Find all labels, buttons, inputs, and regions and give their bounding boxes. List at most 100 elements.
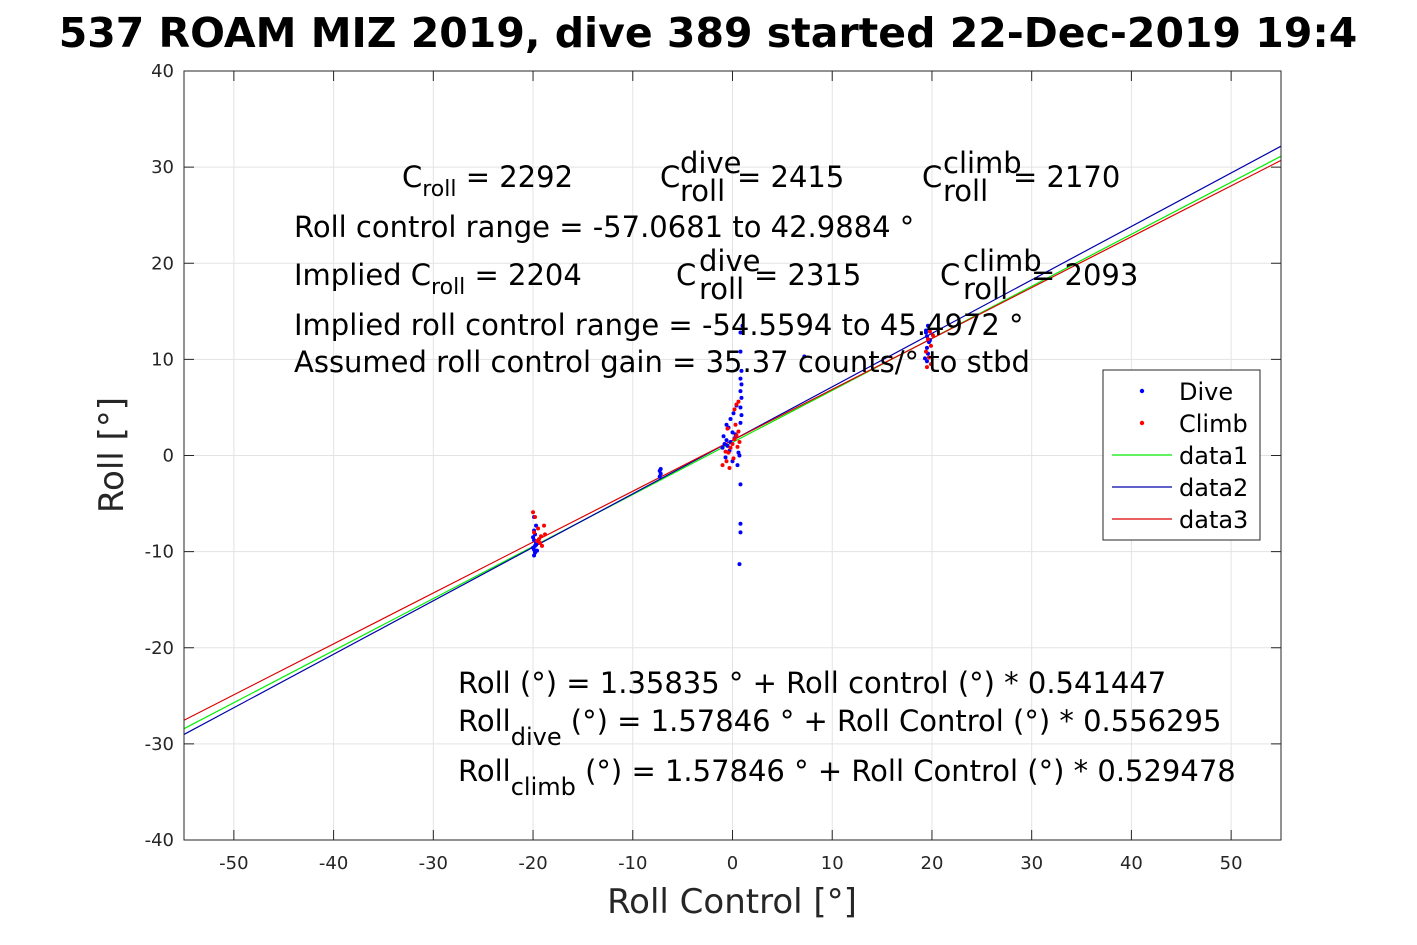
x-tick-labels: -50 -40 -30 -20 -10 0 10 20 30 40 50 [219, 853, 1242, 874]
point-climb [531, 510, 536, 515]
point-dive [738, 482, 743, 487]
point-climb [543, 532, 548, 537]
point-climb [723, 449, 728, 454]
legend-item-dive: Dive [1139, 378, 1233, 406]
y-tick-labels: -40 -30 -20 -10 0 10 20 30 40 [145, 61, 174, 851]
y-tick-label: 20 [151, 253, 174, 274]
point-dive [738, 420, 743, 425]
implied-c-roll-climb-sub: roll [963, 272, 1008, 306]
y-tick-label: -30 [145, 734, 174, 755]
roll-control-range-annotation: Roll control range = -57.0681 to 42.9884… [294, 210, 914, 244]
point-dive [725, 443, 730, 448]
implied-c-roll-climb-value: = 2093 [1031, 258, 1138, 292]
point-dive [738, 330, 743, 335]
point-dive [739, 368, 744, 373]
c-roll-climb-sup: climb [943, 146, 1022, 180]
point-climb [734, 433, 739, 438]
fit-dive-annotation: Rolldive (°) = 1.57846 ° + Roll Control … [458, 704, 1221, 751]
legend-item-data2: data2 [1112, 474, 1248, 502]
implied-calibration-row: Implied Croll = 2204 C dive roll = 2315 … [294, 244, 1138, 306]
point-climb [923, 349, 928, 354]
c-roll-dive-sup: dive [680, 146, 741, 180]
point-climb [732, 437, 737, 442]
x-tick-label: -30 [419, 853, 448, 874]
y-tick-label: 40 [151, 61, 174, 82]
x-tick-label: 40 [1120, 853, 1143, 874]
point-dive [735, 463, 740, 468]
point-dive [728, 416, 733, 421]
point-climb [737, 440, 742, 445]
c-roll-dive-value: = 2415 [737, 160, 844, 194]
point-dive [738, 349, 743, 354]
point-dive [721, 434, 726, 439]
point-dive [658, 466, 663, 471]
c-roll-dive-annotation: C [660, 160, 680, 194]
y-tick-label: 30 [151, 157, 174, 178]
point-climb [536, 526, 541, 531]
y-tick-label: 0 [163, 446, 174, 467]
point-climb [538, 540, 543, 545]
point-dive [531, 535, 536, 540]
point-climb [725, 426, 730, 431]
chart-title: 537 ROAM MIZ 2019, dive 389 started 22-D… [59, 9, 1358, 57]
x-tick-label: 20 [921, 853, 944, 874]
point-dive [738, 405, 743, 410]
y-tick-label: -40 [145, 830, 174, 851]
point-dive [730, 430, 735, 435]
x-tick-label: -10 [618, 853, 647, 874]
fit-climb-annotation: Rollclimb (°) = 1.57846 ° + Roll Control… [458, 754, 1236, 801]
legend-marker-dive [1139, 388, 1145, 394]
point-climb [730, 441, 735, 446]
legend-label-data1: data1 [1179, 442, 1248, 470]
point-dive [924, 345, 929, 350]
point-climb [924, 365, 929, 370]
implied-c-roll-climb-annotation: C [940, 258, 960, 292]
x-tick-label: 50 [1220, 853, 1243, 874]
legend-label-data2: data2 [1179, 474, 1248, 502]
point-dive [738, 376, 743, 381]
x-tick-label: -20 [518, 853, 547, 874]
point-climb [532, 530, 537, 535]
implied-c-roll-climb-sup: climb [963, 244, 1042, 278]
data-points [531, 323, 935, 567]
point-climb [928, 362, 933, 367]
point-dive [802, 354, 807, 359]
c-roll-dive-sub: roll [680, 174, 725, 208]
implied-c-roll-dive-sub: roll [699, 272, 744, 306]
x-tick-label: -50 [219, 853, 248, 874]
y-tick-label: -10 [145, 542, 174, 563]
implied-c-roll-annotation: Implied Croll = 2204 [294, 258, 582, 300]
point-climb [735, 444, 740, 449]
point-dive [720, 445, 725, 450]
point-dive [534, 523, 539, 528]
point-climb [727, 465, 732, 470]
point-dive [738, 521, 743, 526]
c-roll-climb-value: = 2170 [1013, 160, 1120, 194]
legend-item-climb: Climb [1139, 410, 1248, 438]
point-climb [724, 459, 729, 464]
x-tick-label: 10 [821, 853, 844, 874]
series-line-data3 [183, 159, 1282, 721]
point-dive [738, 530, 743, 535]
point-climb [736, 429, 741, 434]
point-climb [542, 523, 547, 528]
x-tick-label: 30 [1020, 853, 1043, 874]
implied-c-roll-dive-annotation: C [676, 258, 696, 292]
implied-c-roll-dive-value: = 2315 [754, 258, 861, 292]
gain-annotation: Assumed roll control gain = 35.37 counts… [294, 345, 1030, 379]
calibration-row: Croll = 2292 C dive roll = 2415 C climb … [402, 146, 1120, 208]
point-dive [722, 441, 727, 446]
legend: Dive Climb data1 data2 data3 [1102, 369, 1261, 541]
c-roll-climb-sub: roll [943, 174, 988, 208]
point-dive [924, 359, 929, 364]
point-climb [733, 422, 738, 427]
tick-marks [184, 70, 1281, 841]
point-climb [731, 456, 736, 461]
point-dive [922, 356, 927, 361]
point-dive [731, 411, 736, 416]
c-roll-annotation: Croll = 2292 [402, 160, 573, 202]
point-climb [926, 355, 931, 360]
point-climb [928, 343, 933, 348]
point-climb [540, 543, 545, 548]
